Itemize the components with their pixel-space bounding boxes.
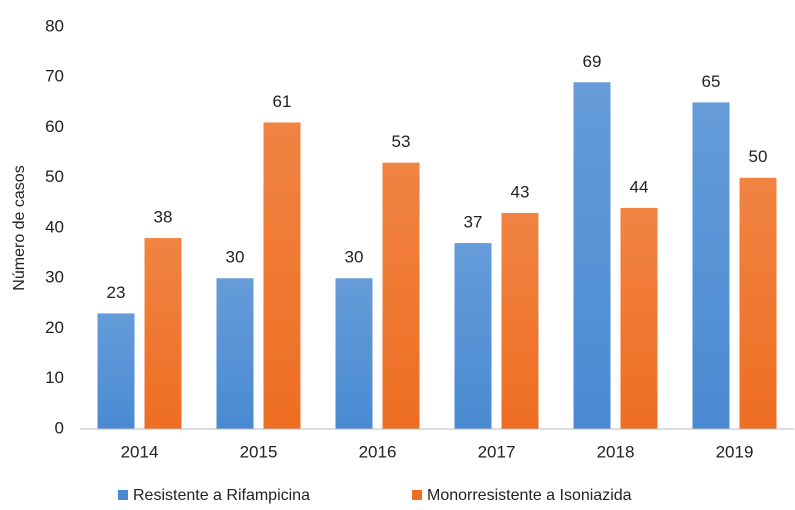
- data-label: 69: [583, 52, 602, 71]
- y-tick-label: 80: [45, 16, 64, 35]
- y-tick-label: 30: [45, 268, 64, 287]
- legend-swatch: [118, 490, 128, 500]
- bar: [144, 238, 182, 429]
- x-tick-label: 2019: [716, 442, 754, 461]
- x-tick-label: 2017: [478, 442, 516, 461]
- bar: [216, 278, 254, 429]
- data-label: 30: [345, 248, 364, 267]
- data-label: 53: [392, 132, 411, 151]
- bar: [501, 212, 539, 429]
- y-tick-label: 40: [45, 217, 64, 236]
- data-label: 50: [749, 147, 768, 166]
- data-label: 23: [107, 283, 126, 302]
- x-tick-label: 2016: [359, 442, 397, 461]
- data-label: 30: [226, 248, 245, 267]
- data-label: 38: [154, 208, 173, 227]
- bar: [97, 313, 135, 429]
- bar: [335, 278, 373, 429]
- bar: [263, 122, 301, 429]
- bar: [692, 102, 730, 429]
- data-label: 44: [630, 177, 649, 196]
- x-tick-label: 2014: [121, 442, 159, 461]
- legend-label: Monorresistente a Isoniazida: [427, 487, 632, 504]
- data-label: 65: [702, 72, 721, 91]
- y-tick-label: 20: [45, 318, 64, 337]
- data-label: 43: [511, 182, 530, 201]
- data-label: 37: [464, 213, 483, 232]
- y-tick-label: 60: [45, 117, 64, 136]
- bar: [573, 82, 611, 430]
- legend-label: Resistente a Rifampicina: [133, 487, 310, 504]
- y-tick-label: 50: [45, 167, 64, 186]
- bar: [382, 162, 420, 430]
- y-tick-label: 0: [55, 418, 64, 437]
- bar: [454, 243, 492, 429]
- x-tick-label: 2015: [240, 442, 278, 461]
- y-tick-label: 70: [45, 67, 64, 86]
- y-axis-label: Número de casos: [11, 165, 28, 290]
- y-tick-label: 10: [45, 368, 64, 387]
- data-label: 61: [273, 92, 292, 111]
- bar: [620, 207, 658, 429]
- legend-swatch: [412, 490, 422, 500]
- bar: [739, 177, 777, 429]
- x-tick-label: 2018: [597, 442, 635, 461]
